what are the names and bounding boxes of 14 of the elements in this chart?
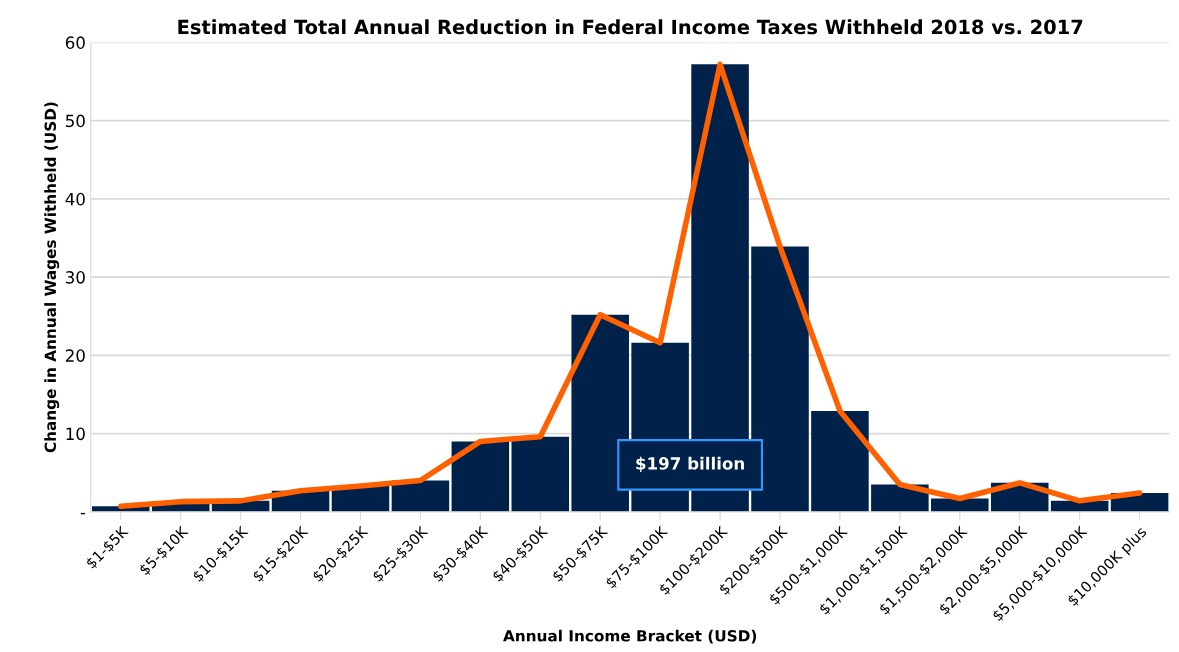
y-tick-label: - xyxy=(80,512,86,515)
y-tick-label: 60 xyxy=(65,36,85,49)
x-axis-title: Annual Income Bracket (USD) xyxy=(503,629,757,644)
y-axis-title: Change in Annual Wages Withheld (USD) xyxy=(44,102,60,453)
bar xyxy=(811,410,869,512)
y-tick-label: 20 xyxy=(65,349,85,362)
y-tick-label: 40 xyxy=(65,192,85,206)
y-tick-label: 10 xyxy=(66,427,85,441)
chart-title: Estimated Total Annual Reduction in Federal Income Taxes Withheld 2018 vs. 2017 xyxy=(178,19,1083,35)
y-tick-label: 50 xyxy=(66,114,85,128)
y-tick-label: 30 xyxy=(65,271,85,284)
annotation: $197 billion xyxy=(636,456,744,472)
bar xyxy=(511,436,570,512)
bar xyxy=(451,441,510,512)
